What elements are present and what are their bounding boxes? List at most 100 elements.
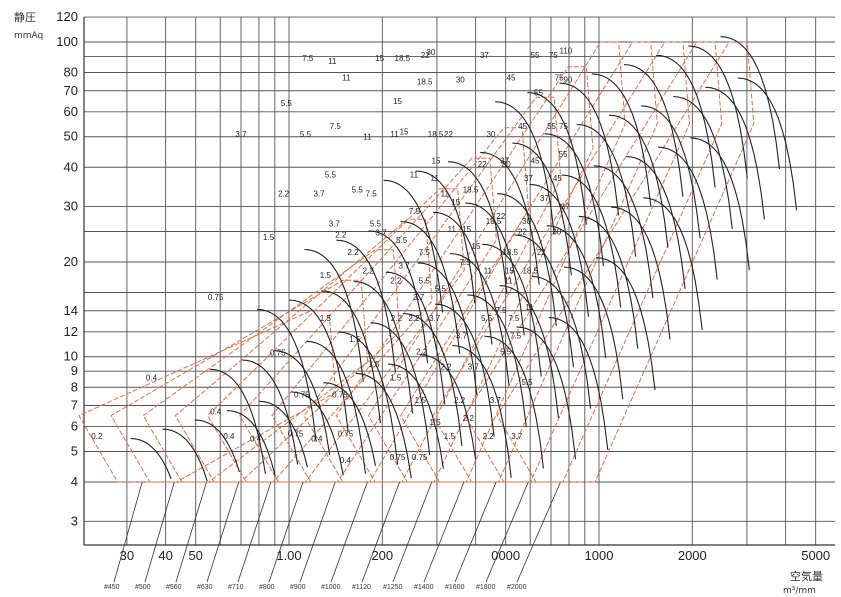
motor-kw-label: 11 bbox=[390, 130, 399, 139]
motor-kw-label: 18.5 bbox=[428, 130, 444, 139]
model-leader-line bbox=[516, 481, 561, 583]
motor-kw-label: 75 bbox=[549, 51, 558, 60]
fan-curve bbox=[608, 114, 669, 248]
motor-kw-label: 0.75 bbox=[270, 349, 286, 358]
motor-kw-label: 2.2 bbox=[440, 363, 452, 372]
motor-kw-label: 7.5 bbox=[508, 314, 520, 323]
motor-kw-labels: 0.2 0.4 0.4 0.4 0.4 0.4 0.4 0.75 0.75 0.75 0.75 0.7… bbox=[91, 46, 573, 464]
motor-kw-label: 55 bbox=[547, 122, 556, 131]
model-envelope bbox=[174, 218, 433, 483]
fan-curve bbox=[595, 257, 656, 391]
motor-kw-label: 2.2 bbox=[335, 230, 347, 239]
y-tick-label: 14 bbox=[64, 303, 78, 318]
y-tick-label: 40 bbox=[64, 159, 78, 174]
fan-model-label: #1120 bbox=[352, 584, 371, 591]
motor-kw-label: 22 bbox=[478, 160, 487, 169]
model-leader-line bbox=[175, 481, 207, 583]
fan-curve bbox=[673, 96, 733, 229]
fan-curve bbox=[561, 174, 622, 308]
fan-curve bbox=[495, 101, 555, 235]
fan-curve bbox=[452, 344, 512, 478]
motor-kw-label: 0.4 bbox=[340, 456, 352, 465]
motor-kw-label: 1.5 bbox=[320, 271, 332, 280]
fan-curve bbox=[402, 312, 463, 446]
motor-kw-label: 5.5 bbox=[500, 347, 512, 356]
fan-model-label: #900 bbox=[290, 584, 306, 591]
motor-kw-label: 15 bbox=[400, 127, 409, 136]
fan-curve bbox=[194, 419, 240, 473]
motor-kw-label: 37 bbox=[561, 203, 570, 212]
fan-curve bbox=[338, 331, 399, 465]
model-leader-line bbox=[361, 481, 400, 583]
motor-kw-label: 45 bbox=[531, 157, 540, 166]
x-tick-label: 200 bbox=[371, 548, 393, 563]
motor-kw-label: 5.5 bbox=[419, 276, 431, 285]
fan-curve bbox=[447, 161, 508, 294]
motor-kw-label: 15 bbox=[505, 266, 514, 275]
y-tick-label: 50 bbox=[64, 129, 78, 144]
motor-kw-label: 0.4 bbox=[223, 432, 235, 441]
motor-kw-label: 5.5 bbox=[481, 314, 493, 323]
motor-kw-label: 45 bbox=[553, 174, 562, 183]
fan-curve bbox=[516, 326, 577, 460]
fan-curves bbox=[130, 36, 798, 482]
motor-kw-label: 11 bbox=[441, 190, 450, 199]
fan-model-labels: #450 #500 #560 #630 #710 #800 #900 #1000 #1120 #1… bbox=[104, 481, 561, 591]
fan-curve bbox=[420, 354, 477, 460]
motor-kw-label: 0.75 bbox=[332, 390, 348, 399]
motor-kw-label: 45 bbox=[507, 74, 516, 83]
motor-kw-label: 15 bbox=[393, 97, 402, 106]
fan-curve bbox=[643, 197, 703, 331]
motor-kw-label: 2.2 bbox=[416, 347, 428, 356]
x-tick-label: 40 bbox=[158, 548, 172, 563]
fan-curve bbox=[465, 202, 525, 336]
fan-curve bbox=[527, 91, 587, 225]
motor-kw-label: 11 bbox=[525, 303, 534, 312]
motor-kw-label: 37 bbox=[540, 194, 549, 203]
fan-curve bbox=[610, 206, 671, 340]
motor-kw-label: 11 bbox=[410, 170, 419, 179]
motor-kw-label: 5.5 bbox=[435, 284, 447, 293]
motor-kw-label: 7.5 bbox=[510, 331, 522, 340]
fan-curve bbox=[130, 437, 172, 480]
fan-curve bbox=[383, 179, 444, 313]
fan-curve bbox=[623, 64, 684, 197]
motor-kw-label: 1.5 bbox=[349, 335, 361, 344]
motor-kw-label: 110 bbox=[560, 46, 573, 55]
motor-kw-label: 3.7 bbox=[235, 130, 247, 139]
y-tick-label: 7 bbox=[71, 398, 78, 413]
motor-kw-label: 0.75 bbox=[208, 293, 224, 302]
motor-kw-label: 3.7 bbox=[511, 432, 523, 441]
motor-kw-label: 11 bbox=[504, 276, 513, 285]
fan-model-label: #560 bbox=[166, 584, 182, 591]
fan-curve bbox=[705, 86, 765, 220]
model-envelope bbox=[496, 41, 755, 483]
motor-kw-label: 15 bbox=[432, 157, 441, 166]
motor-kw-label: 0.4 bbox=[210, 407, 222, 416]
fan-curve bbox=[289, 299, 349, 433]
fan-curve bbox=[162, 428, 208, 482]
motor-kw-label: 18.5 bbox=[395, 54, 411, 63]
motor-kw-label: 3.7 bbox=[490, 396, 502, 405]
motor-kw-label: 11 bbox=[342, 74, 351, 83]
model-envelope bbox=[271, 127, 530, 483]
fan-curve bbox=[690, 137, 750, 271]
x-tick-label: 30 bbox=[120, 548, 134, 563]
fan-curve bbox=[641, 105, 701, 239]
fan-model-label: #710 bbox=[228, 584, 244, 591]
fan-curve bbox=[370, 322, 431, 456]
model-envelope bbox=[400, 41, 658, 483]
model-leader-line bbox=[206, 481, 240, 583]
fan-curve bbox=[432, 211, 493, 345]
model-leader-line bbox=[485, 481, 529, 583]
motor-kw-label: 5.5 bbox=[396, 236, 408, 245]
fan-curve bbox=[226, 410, 276, 477]
fan-curve bbox=[563, 266, 624, 400]
motor-kw-label: 3.7 bbox=[429, 314, 441, 323]
motor-kw-label: 1.5 bbox=[415, 396, 427, 405]
fan-curve bbox=[548, 317, 609, 450]
motor-kw-label: 7.5 bbox=[460, 258, 472, 267]
fan-curve bbox=[323, 382, 377, 466]
fan-model-label: #500 bbox=[135, 584, 151, 591]
